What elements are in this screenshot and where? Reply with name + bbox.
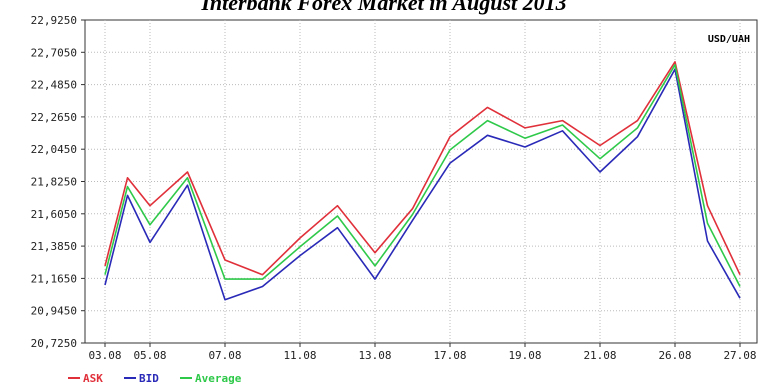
y-tick-label: 21,6050: [31, 208, 77, 221]
x-tick-label: 21.08: [583, 349, 616, 362]
legend-label: BID: [139, 372, 159, 385]
x-axis: 03.08 05.08 07.08 11.08 13.08 17.08 19.08 21.08…: [88, 343, 757, 362]
x-tick-label: 05.08: [133, 349, 166, 362]
y-tick-label: 21,3850: [31, 240, 77, 253]
y-tick-label: 22,9250: [31, 14, 77, 27]
y-tick-label: 22,7050: [31, 46, 77, 59]
series-line-average: [104, 64, 741, 287]
series-line-ask: [104, 60, 741, 276]
y-tick-label: 22,0450: [31, 143, 77, 156]
x-tick-label: 17.08: [433, 349, 466, 362]
y-tick-label: 22,4850: [31, 79, 77, 92]
x-tick-label: 19.08: [508, 349, 541, 362]
x-tick-label: 07.08: [208, 349, 241, 362]
grid: [85, 20, 757, 343]
y-tick-label: 22,2650: [31, 111, 77, 124]
currency-pair-label: USD/UAH: [708, 34, 750, 45]
x-tick-label: 27.08: [723, 349, 756, 362]
x-tick-label: 03.08: [88, 349, 121, 362]
y-axis: 20,7250 20,9450 21,1650 21,3850 21,6050 21,82…: [31, 14, 85, 350]
legend-label: ASK: [83, 372, 103, 385]
chart-title: Interbank Forex Market in August 2013: [201, 0, 567, 15]
series-lines: [104, 60, 741, 301]
x-tick-label: 11.08: [283, 349, 316, 362]
legend-label: Average: [195, 372, 242, 385]
x-tick-label: 26.08: [658, 349, 691, 362]
y-tick-label: 21,1650: [31, 272, 77, 285]
x-tick-label: 13.08: [358, 349, 391, 362]
legend: ASK BID Average: [68, 372, 242, 385]
y-tick-label: 21,8250: [31, 176, 77, 189]
series-line-bid: [104, 68, 741, 301]
y-tick-label: 20,7250: [31, 337, 77, 350]
y-tick-label: 20,9450: [31, 305, 77, 318]
